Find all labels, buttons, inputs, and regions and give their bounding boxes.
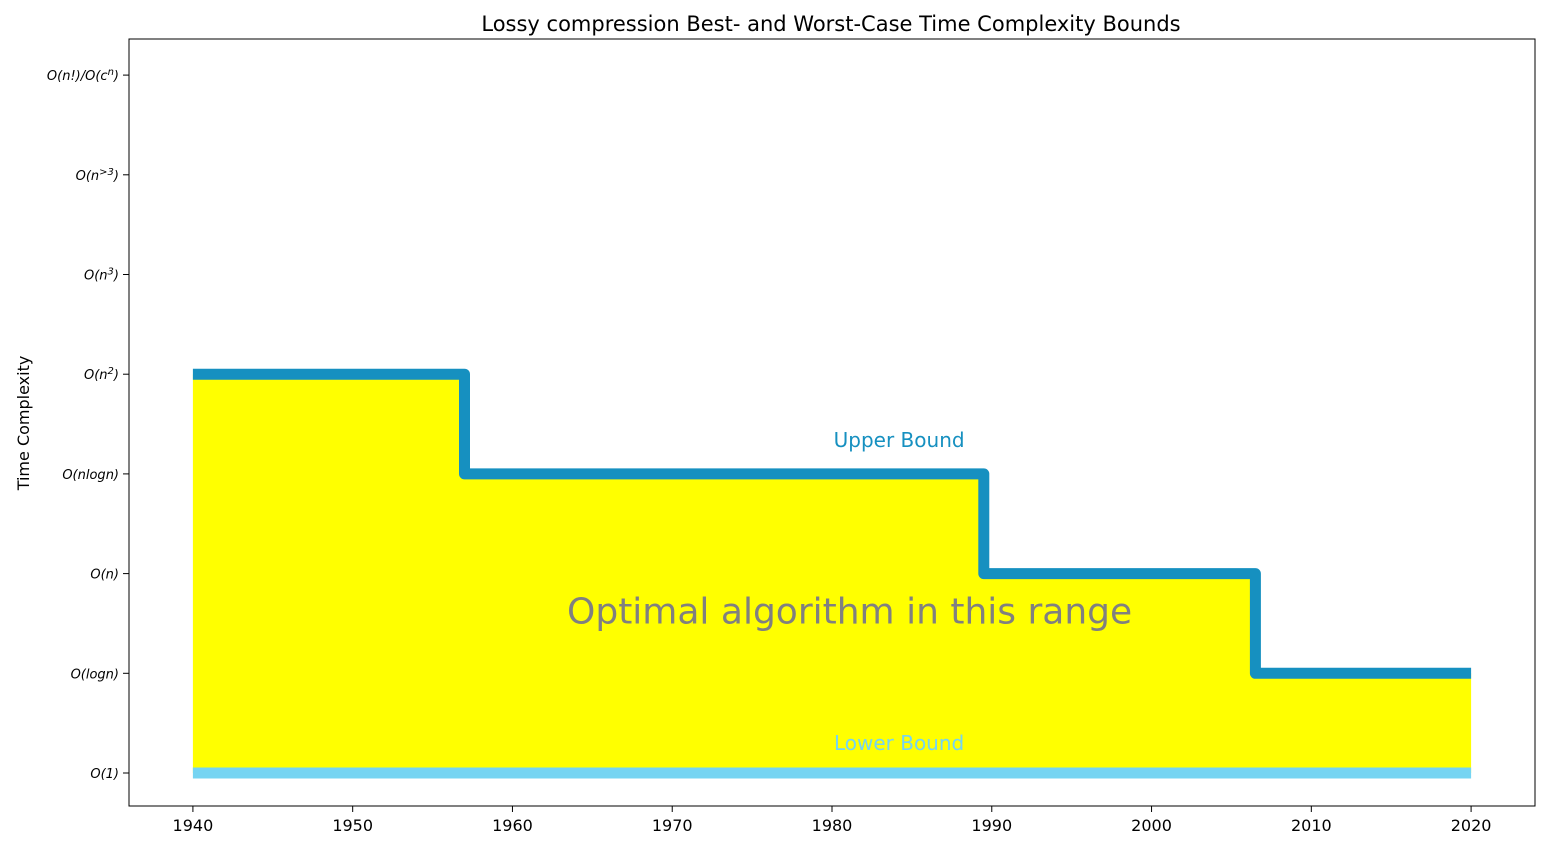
optimal-range-fill	[192, 374, 1472, 773]
x-tick-label: 1940	[173, 816, 214, 835]
y-tick-label: O(nlogn)	[62, 468, 119, 483]
x-tick-label: 2010	[1291, 816, 1332, 835]
y-tick-label: O(n)	[90, 568, 119, 583]
x-tick-label: 1990	[971, 816, 1012, 835]
y-tick-label: O(n!)/O(cn)	[47, 67, 119, 84]
x-tick-label: 1980	[812, 816, 853, 835]
y-tick-label: O(1)	[90, 767, 119, 782]
upper-bound-label: Upper Bound	[834, 428, 965, 452]
x-tick-label: 1960	[492, 816, 533, 835]
y-tick-label: O(n2)	[84, 366, 119, 383]
series-lines	[192, 368, 1472, 779]
y-tick-label: O(logn)	[71, 667, 119, 682]
lower-bound-label: Lower Bound	[834, 731, 964, 755]
optimal-range-area	[192, 374, 1472, 773]
chart-title: Lossy compression Best- and Worst-Case T…	[481, 12, 1180, 36]
y-axis-label: Time Complexity	[14, 356, 33, 492]
x-tick-label: 1950	[332, 816, 373, 835]
x-tick-label: 2020	[1451, 816, 1492, 835]
x-tick-label: 2000	[1131, 816, 1172, 835]
optimal-range-annotation: Optimal algorithm in this range	[567, 591, 1132, 632]
y-tick-label: O(n>3)	[76, 167, 119, 184]
x-axis-ticks: 1940 1950 1960 1970 1980 1990 2000 2010 2020	[173, 806, 1492, 835]
y-tick-label: O(n3)	[84, 267, 119, 284]
x-tick-label: 1970	[652, 816, 693, 835]
upper-bound-line	[192, 368, 1472, 679]
y-axis-ticks: O(1) O(logn) O(n) O(nlogn) O(n2) O(n3) O(n>3) O…	[47, 67, 129, 782]
